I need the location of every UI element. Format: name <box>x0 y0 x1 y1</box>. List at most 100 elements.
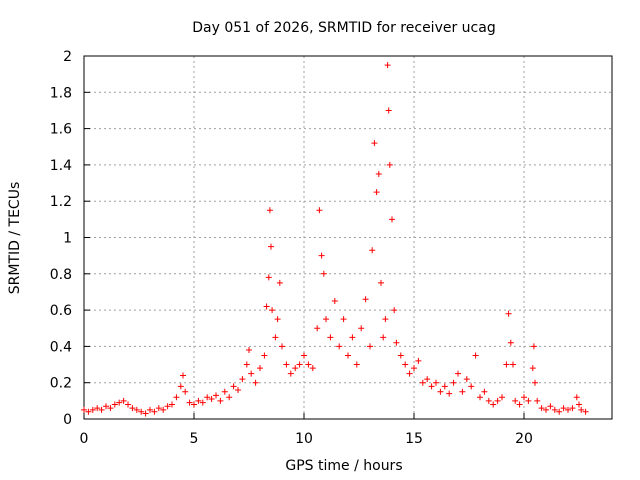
data-point <box>94 405 101 412</box>
x-tick-label: 0 <box>80 431 89 447</box>
y-tick-label: 1.6 <box>50 122 72 138</box>
data-point <box>573 394 580 401</box>
y-tick-label: 0.4 <box>50 339 72 355</box>
data-point <box>103 403 109 410</box>
data-point <box>543 406 549 413</box>
data-point <box>221 388 228 395</box>
data-point <box>336 343 343 350</box>
data-point <box>378 279 384 286</box>
data-point <box>276 279 283 286</box>
data-point <box>534 397 541 404</box>
data-point <box>468 383 475 390</box>
data-point <box>369 247 376 254</box>
data-point <box>331 298 338 305</box>
data-point <box>239 376 246 383</box>
data-point <box>494 397 501 404</box>
data-point <box>177 383 184 390</box>
data-point <box>415 357 422 364</box>
data-point <box>353 361 360 368</box>
data-point <box>358 325 365 332</box>
data-point <box>292 365 299 372</box>
data-point <box>384 62 391 69</box>
data-point <box>116 399 123 406</box>
data-point <box>402 361 409 368</box>
data-point <box>375 170 382 177</box>
y-tick-label: 0 <box>63 412 72 428</box>
data-point <box>505 310 512 317</box>
data-point <box>393 339 400 346</box>
data-point <box>186 399 193 406</box>
data-point <box>217 397 224 404</box>
data-point <box>318 252 325 259</box>
data-point <box>213 392 219 399</box>
data-point <box>565 406 571 413</box>
data-point <box>169 401 175 408</box>
data-point <box>472 352 479 359</box>
data-point <box>507 339 514 346</box>
data-point <box>362 296 369 303</box>
y-tick-label: 1.8 <box>50 85 72 101</box>
data-point <box>525 397 532 404</box>
data-point <box>503 361 510 368</box>
data-point <box>349 334 356 341</box>
data-point <box>129 405 136 412</box>
data-point <box>582 408 589 415</box>
data-point <box>340 316 347 323</box>
data-point <box>569 405 576 412</box>
data-point <box>450 379 457 386</box>
y-tick-labels: 0 0.2 0.4 0.6 0.8 1 1.2 1.4 1.6 1.8 2 <box>50 49 90 428</box>
data-point <box>490 401 497 408</box>
data-point <box>257 365 263 372</box>
data-point <box>314 325 321 332</box>
data-point <box>323 316 329 323</box>
data-point <box>173 394 180 401</box>
data-point <box>345 352 351 359</box>
y-tick-label: 2 <box>63 49 72 65</box>
chart-title: Day 051 of 2026, SRMTID for receiver uca… <box>192 20 495 36</box>
data-point <box>155 405 162 412</box>
data-point <box>367 343 373 350</box>
data-point <box>296 361 303 368</box>
data-point <box>287 370 294 377</box>
data-point <box>98 406 105 413</box>
data-point <box>385 107 392 114</box>
data-point <box>151 408 158 415</box>
x-tick-label: 20 <box>515 431 533 447</box>
data-point <box>81 406 87 413</box>
data-point <box>107 405 114 412</box>
data-point <box>182 388 189 395</box>
data-point <box>226 394 233 401</box>
y-tick-label: 1 <box>63 231 72 247</box>
data-point <box>463 376 470 383</box>
data-point <box>142 410 149 417</box>
y-tick-label: 1.2 <box>50 194 72 210</box>
data-point <box>389 216 395 223</box>
data-point <box>499 394 505 401</box>
data-point <box>180 372 186 379</box>
data-point <box>320 270 327 277</box>
data-point <box>560 405 567 412</box>
data-point <box>547 403 554 410</box>
data-point <box>380 334 387 341</box>
data-point <box>305 361 312 368</box>
data-point <box>411 365 417 372</box>
x-tick-label: 5 <box>190 431 199 447</box>
x-tick-labels: 0 5 10 15 20 <box>80 413 533 447</box>
data-point <box>382 316 389 323</box>
data-point <box>419 379 426 386</box>
data-point <box>164 403 171 410</box>
data-point <box>230 383 237 390</box>
data-point <box>111 401 118 408</box>
data-point <box>274 316 281 323</box>
data-point <box>263 303 270 310</box>
data-point <box>208 396 215 403</box>
x-axis-label: GPS time / hours <box>285 458 402 474</box>
data-point <box>261 352 268 359</box>
data-point <box>459 388 466 395</box>
data-point <box>243 361 250 368</box>
data-point <box>578 406 585 413</box>
data-point <box>301 352 307 359</box>
data-point <box>191 401 197 408</box>
data-point <box>512 397 519 404</box>
